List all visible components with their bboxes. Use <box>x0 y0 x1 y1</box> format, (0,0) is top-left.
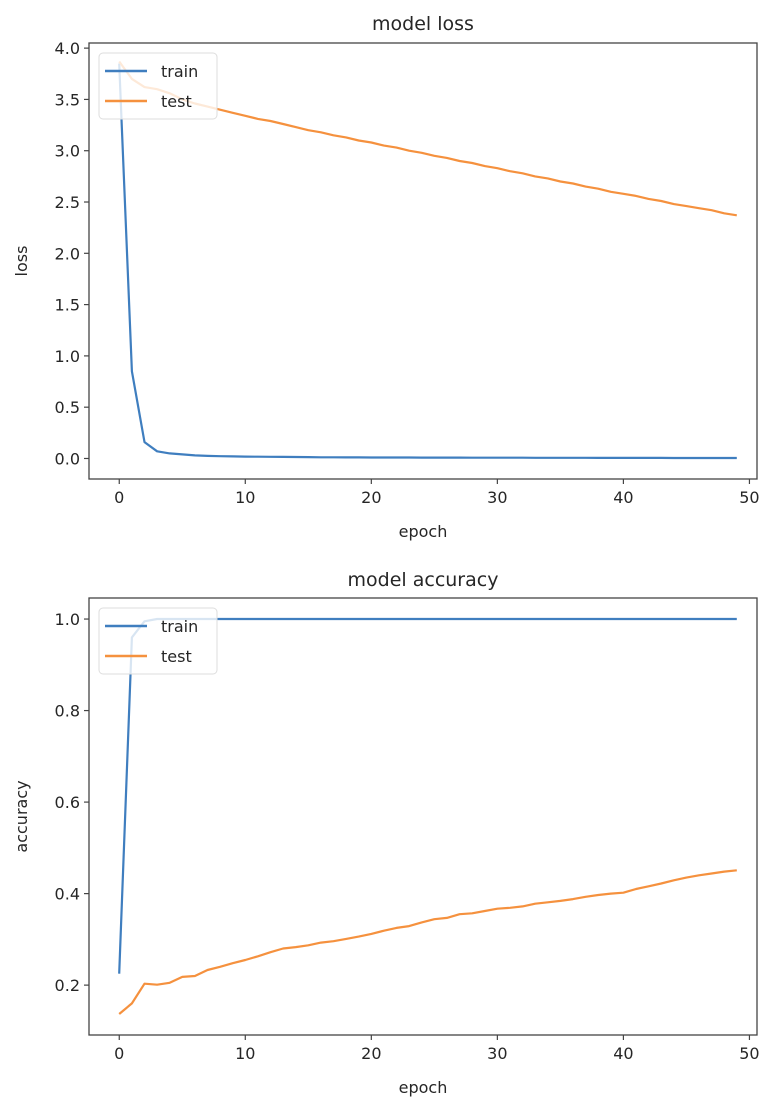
y-tick-label: 0.0 <box>55 449 80 468</box>
legend: train test <box>98 607 218 675</box>
axes-frame <box>88 597 758 1036</box>
legend-box <box>98 52 218 120</box>
loss-chart: model loss 0 10 20 30 40 50 0.0 0.5 1.0 1.5 2.0 2.5 3… <box>12 13 760 541</box>
y-tick-label: 1.5 <box>55 296 80 315</box>
y-tick-label: 0.4 <box>55 885 80 904</box>
y-axis-label: accuracy <box>12 780 31 852</box>
accuracy-chart: model accuracy 0 10 20 30 40 50 0.2 0.4 0.6 0.8 1.0… <box>12 569 760 1097</box>
series-line-test <box>118 60 737 217</box>
series-line-train <box>118 63 737 460</box>
y-tick-label: 0.8 <box>55 702 80 721</box>
y-tick-label: 4.0 <box>55 39 80 58</box>
y-tick-label: 2.5 <box>55 193 80 212</box>
x-tick-label: 40 <box>613 488 633 507</box>
x-tick-label: 10 <box>235 488 255 507</box>
legend-label-train: train <box>161 617 198 636</box>
x-tick-label: 0 <box>114 488 124 507</box>
y-tick-label: 0.5 <box>55 398 80 417</box>
chart-title: model loss <box>372 13 474 35</box>
chart-title: model accuracy <box>348 569 499 591</box>
series-line-train <box>118 617 737 974</box>
y-tick-label: 0.2 <box>55 976 80 995</box>
y-tick-label: 1.0 <box>55 610 80 629</box>
legend: train test <box>98 52 218 120</box>
x-tick-label: 20 <box>361 488 381 507</box>
x-tick-label: 10 <box>235 1044 255 1063</box>
y-tick-label: 2.0 <box>55 244 80 263</box>
y-tick-label: 3.5 <box>55 90 80 109</box>
y-tick-label: 1.0 <box>55 347 80 366</box>
x-tick-label: 50 <box>739 1044 759 1063</box>
axes-frame <box>88 42 758 480</box>
legend-label-test: test <box>161 92 192 111</box>
x-tick-label: 50 <box>739 488 759 507</box>
y-tick-label: 0.6 <box>55 793 80 812</box>
y-axis-label: loss <box>12 246 31 277</box>
x-axis-label: epoch <box>399 522 448 541</box>
x-tick-label: 0 <box>114 1044 124 1063</box>
x-tick-label: 40 <box>613 1044 633 1063</box>
y-tick-label: 3.0 <box>55 142 80 161</box>
legend-label-train: train <box>161 62 198 81</box>
legend-box <box>98 607 218 675</box>
x-axis-label: epoch <box>399 1078 448 1097</box>
x-tick-label: 30 <box>487 488 507 507</box>
x-tick-label: 20 <box>361 1044 381 1063</box>
series-line-test <box>118 869 737 1015</box>
x-tick-label: 30 <box>487 1044 507 1063</box>
legend-label-test: test <box>161 647 192 666</box>
